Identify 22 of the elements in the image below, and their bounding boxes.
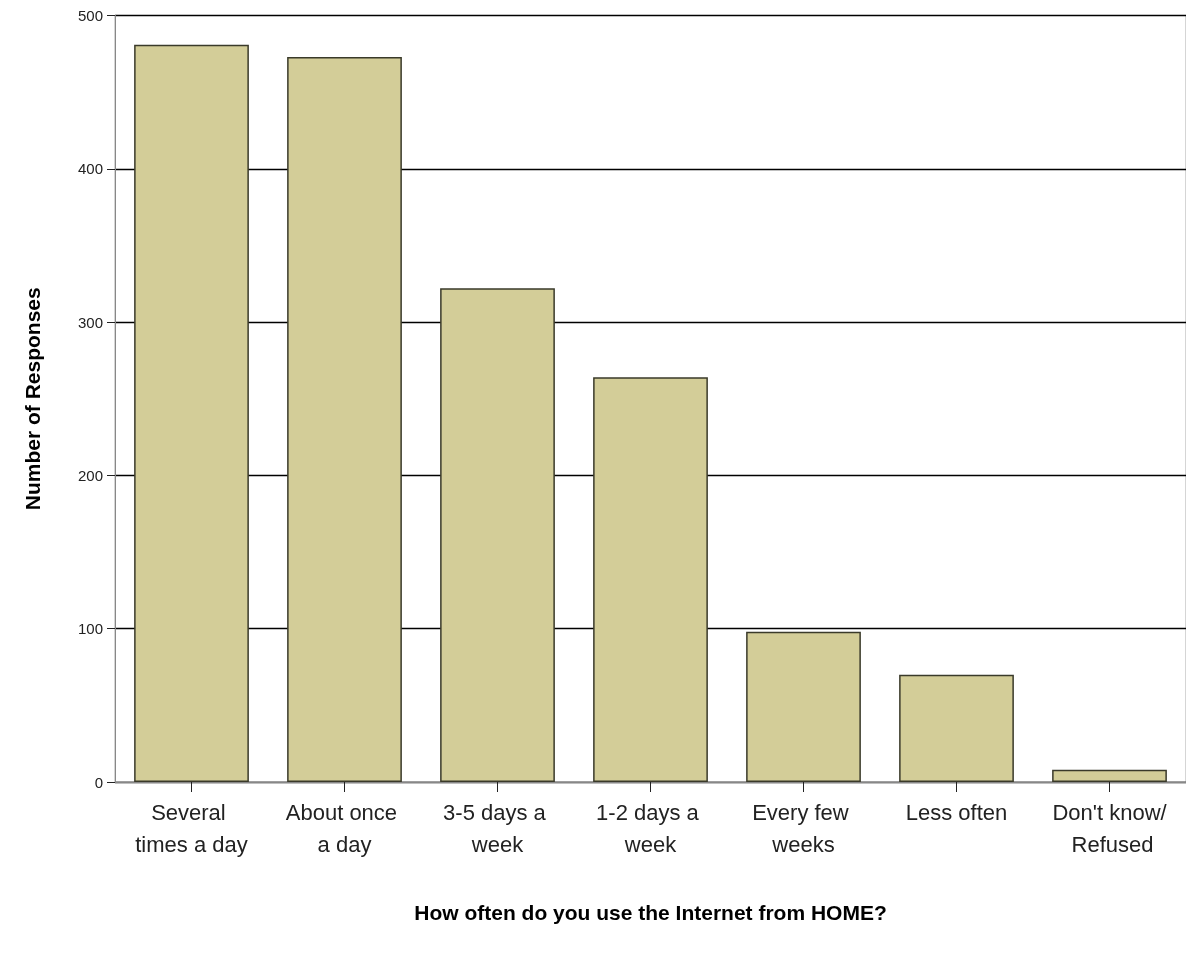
bar xyxy=(899,674,1014,782)
bar xyxy=(440,288,555,782)
y-tick-label: 400 xyxy=(77,160,103,178)
x-tick-label: Don't know/ Refused xyxy=(1052,799,1168,857)
bar xyxy=(287,56,402,782)
x-tick-label: 1-2 days a week xyxy=(596,799,705,857)
bar xyxy=(746,631,861,782)
x-axis-title: How often do you use the Internet from HOME? xyxy=(414,901,887,924)
y-tick-label: 300 xyxy=(77,313,103,331)
y-tick-label: 100 xyxy=(77,620,103,638)
x-tick-label: 3-5 days a week xyxy=(443,799,552,857)
y-tick-label: 0 xyxy=(94,773,103,791)
bar xyxy=(134,44,249,782)
x-tick-label: Every few weeks xyxy=(752,799,855,857)
bar xyxy=(593,377,708,782)
x-tick-label: Several times a day xyxy=(135,799,248,857)
y-tick-label: 200 xyxy=(77,466,103,484)
x-tick-label: About once a day xyxy=(285,799,404,857)
y-axis-title: Number of Responses xyxy=(21,287,44,511)
y-tick-label: 500 xyxy=(77,7,103,24)
bar xyxy=(1052,769,1167,782)
x-tick-label: Less often xyxy=(905,799,1008,825)
